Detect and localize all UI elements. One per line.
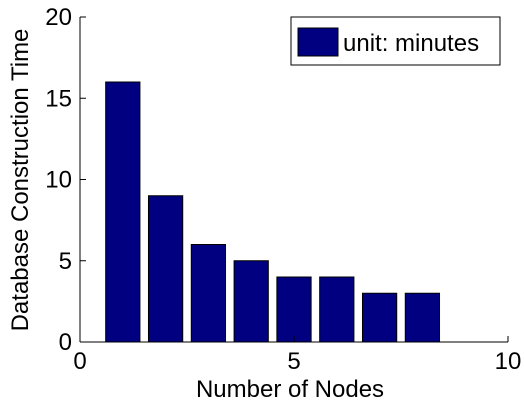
y-axis-title: Database Construction Time [7,29,34,332]
bar-1 [105,81,141,343]
bars-group [105,81,441,343]
legend-swatch [297,27,339,57]
y-ticks: 0 5 10 15 20 [45,4,86,356]
y-tick-label: 15 [45,85,72,112]
y-tick-label: 5 [59,248,72,275]
x-tick-label: 0 [73,348,86,375]
y-tick-label: 10 [45,167,72,194]
y-tick-label: 0 [59,329,72,356]
bar-4 [233,260,269,343]
legend: unit: minutes [290,16,501,66]
bar-8 [404,292,441,343]
legend-label: unit: minutes [343,30,479,57]
bar-6 [319,276,355,343]
x-tick-label: 5 [287,348,300,375]
bar-3 [190,244,227,343]
x-ticks: 0 5 10 [73,336,521,375]
bar-5 [276,276,312,343]
x-tick-label: 10 [495,348,522,375]
bar-7 [361,292,398,343]
x-axis-title: Number of Nodes [196,376,384,403]
y-tick-label: 20 [45,4,72,31]
bar-2 [147,195,184,343]
